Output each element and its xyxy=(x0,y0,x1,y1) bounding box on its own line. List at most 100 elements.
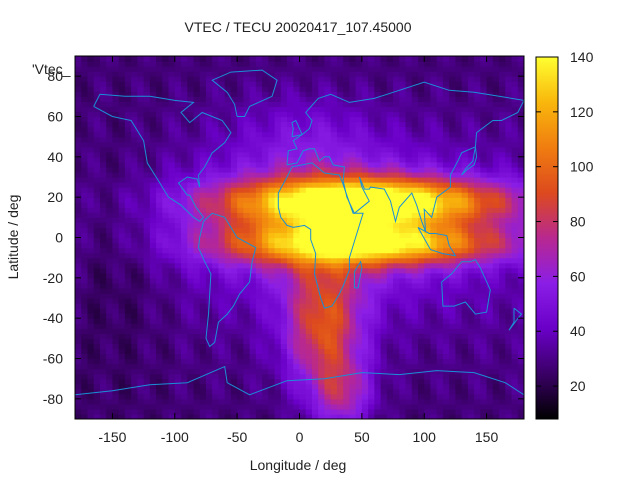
heatmap-cell xyxy=(205,171,213,178)
heatmap-cell xyxy=(336,202,344,208)
heatmap-cell xyxy=(137,192,145,198)
heatmap-cell xyxy=(112,151,120,158)
heatmap-cell xyxy=(112,131,120,138)
heatmap-cell xyxy=(137,237,145,244)
heatmap-cell xyxy=(430,398,438,405)
heatmap-cell xyxy=(106,363,114,370)
heatmap-cell xyxy=(355,408,363,415)
heatmap-cell xyxy=(137,71,145,77)
heatmap-cell xyxy=(486,252,494,259)
heatmap-cell xyxy=(343,388,350,395)
heatmap-cell xyxy=(268,303,276,309)
heatmap-cell xyxy=(405,171,413,178)
heatmap-cell xyxy=(442,277,450,284)
heatmap-cell xyxy=(480,187,488,193)
heatmap-cell xyxy=(480,267,488,274)
heatmap-cell xyxy=(436,403,444,410)
heatmap-cell xyxy=(355,146,363,153)
heatmap-cell xyxy=(386,242,394,249)
heatmap-cell xyxy=(474,277,481,284)
heatmap-cell xyxy=(343,363,350,370)
heatmap-cell xyxy=(386,111,394,118)
heatmap-cell xyxy=(449,177,457,183)
heatmap-cell xyxy=(430,403,438,410)
heatmap-cell xyxy=(461,343,469,350)
heatmap-cell xyxy=(355,308,363,314)
heatmap-cell xyxy=(455,126,463,133)
heatmap-cell xyxy=(411,71,419,77)
heatmap-cell xyxy=(417,373,425,380)
heatmap-cell xyxy=(430,318,438,324)
heatmap-cell xyxy=(174,71,182,77)
heatmap-cell xyxy=(386,373,394,380)
heatmap-cell xyxy=(199,76,207,82)
heatmap-cell xyxy=(287,323,294,329)
heatmap-cell xyxy=(243,318,251,324)
heatmap-cell xyxy=(492,136,500,143)
heatmap-cell xyxy=(474,358,481,365)
heatmap-cell xyxy=(361,267,369,274)
heatmap-cell xyxy=(174,262,182,269)
heatmap-cell xyxy=(368,333,375,339)
heatmap-cell xyxy=(93,232,101,239)
heatmap-cell xyxy=(243,303,251,309)
heatmap-cell xyxy=(336,333,344,339)
heatmap-cell xyxy=(162,393,170,400)
heatmap-cell xyxy=(149,166,157,173)
heatmap-cell xyxy=(474,318,481,324)
heatmap-cell xyxy=(330,363,338,370)
heatmap-cell xyxy=(81,101,89,108)
heatmap-cell xyxy=(430,182,438,188)
heatmap-cell xyxy=(205,353,213,360)
heatmap-cell xyxy=(374,171,382,178)
heatmap-cell xyxy=(243,212,251,218)
heatmap-cell xyxy=(480,313,488,319)
heatmap-cell xyxy=(87,262,95,269)
heatmap-cell xyxy=(517,348,524,355)
heatmap-cell xyxy=(492,202,500,208)
heatmap-cell xyxy=(193,403,201,410)
heatmap-cell xyxy=(492,277,500,284)
heatmap-cell xyxy=(424,292,432,299)
heatmap-cell xyxy=(118,232,126,239)
heatmap-cell xyxy=(205,373,213,380)
heatmap-cell xyxy=(349,303,357,309)
heatmap-cell xyxy=(174,363,182,370)
heatmap-cell xyxy=(461,353,469,360)
heatmap-cell xyxy=(411,86,419,92)
heatmap-cell xyxy=(461,303,469,309)
heatmap-cell xyxy=(93,182,101,188)
heatmap-cell xyxy=(212,398,220,405)
heatmap-cell xyxy=(349,131,357,138)
heatmap-cell xyxy=(293,91,301,97)
heatmap-cell xyxy=(131,328,138,334)
heatmap-cell xyxy=(511,252,519,259)
heatmap-cell xyxy=(274,413,282,419)
heatmap-cell xyxy=(405,373,413,380)
heatmap-cell xyxy=(212,338,220,344)
heatmap-cell xyxy=(517,403,524,410)
heatmap-cell xyxy=(81,146,89,153)
heatmap-cell xyxy=(143,368,151,375)
heatmap-cell xyxy=(411,348,419,355)
heatmap-cell xyxy=(181,171,188,178)
heatmap-cell xyxy=(343,217,350,223)
heatmap-cell xyxy=(112,101,120,108)
heatmap-cell xyxy=(149,91,157,97)
heatmap-cell xyxy=(75,368,82,375)
heatmap-cell xyxy=(386,358,394,365)
heatmap-cell xyxy=(112,232,120,239)
heatmap-cell xyxy=(405,257,413,264)
heatmap-cell xyxy=(99,358,107,365)
heatmap-cell xyxy=(174,91,182,97)
heatmap-cell xyxy=(467,323,475,329)
heatmap-cell xyxy=(93,166,101,173)
heatmap-cell xyxy=(499,262,506,269)
heatmap-cell xyxy=(193,222,201,229)
heatmap-cell xyxy=(499,257,506,264)
heatmap-cell xyxy=(424,141,432,148)
heatmap-cell xyxy=(374,368,382,375)
heatmap-cell xyxy=(424,212,432,218)
heatmap-cell xyxy=(386,101,394,108)
heatmap-cell xyxy=(218,338,226,344)
